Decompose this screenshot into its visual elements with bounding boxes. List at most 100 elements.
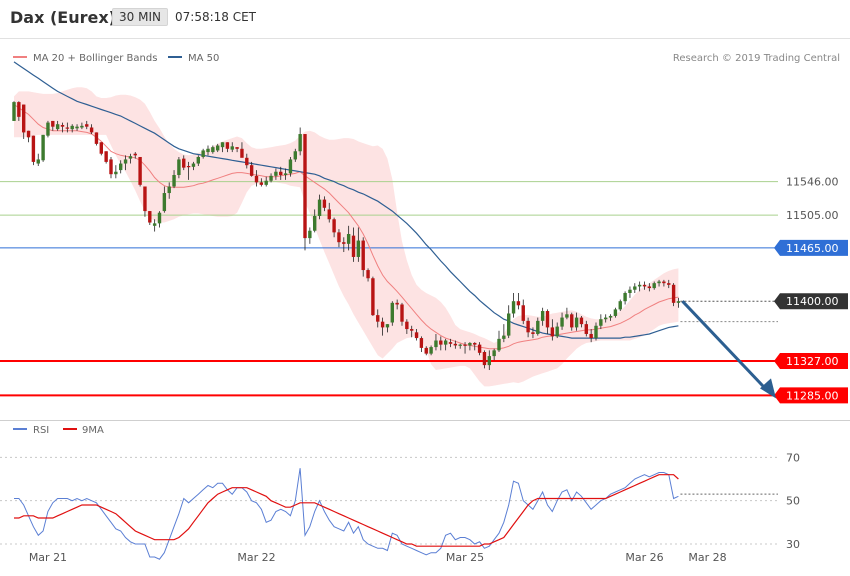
candle-body	[419, 338, 424, 348]
x-tick-label: Mar 22	[237, 551, 275, 564]
candle-body	[240, 148, 244, 158]
interval-selector[interactable]: 30 MIN	[112, 8, 168, 26]
candle-body	[94, 132, 99, 144]
candle-body	[36, 159, 40, 164]
candle-body	[477, 344, 482, 353]
candle-body	[308, 230, 312, 239]
candle-body	[104, 151, 108, 162]
candle-body	[526, 320, 530, 333]
candle-body	[443, 340, 448, 345]
ma20-legend-label: MA 20 + Bollinger Bands	[33, 53, 157, 64]
x-tick-label: Mar 25	[446, 551, 484, 564]
candle-body	[376, 315, 380, 322]
candle-body	[424, 347, 428, 354]
candle-body	[128, 156, 133, 159]
candle-body	[220, 142, 225, 148]
level-label: 11285.00	[786, 389, 839, 402]
candle-body	[536, 320, 540, 334]
candle-body	[65, 127, 70, 129]
candle-body	[652, 283, 656, 289]
candle-body	[46, 122, 50, 136]
ma50-line	[13, 61, 679, 339]
candle-body	[172, 175, 176, 187]
candle-body	[148, 211, 152, 223]
candle-body	[12, 102, 16, 121]
candle-body	[167, 186, 171, 194]
legend: MA 20 + Bollinger Bands MA 50 Research ©…	[13, 53, 840, 436]
candle-body	[206, 148, 210, 153]
candle-body	[259, 182, 264, 185]
candle-body	[390, 302, 394, 323]
price-panel: 11546.00 11505.00 11465.00 11400.00 11327.00…	[0, 61, 850, 421]
candle-body	[152, 223, 157, 226]
candle-body	[594, 325, 598, 339]
candle-body	[351, 235, 356, 257]
candle-body	[109, 159, 113, 175]
candle-body	[439, 340, 443, 345]
candle-body	[342, 242, 346, 244]
candle-body	[516, 301, 521, 306]
candle-body	[119, 163, 123, 171]
candle-body	[249, 165, 254, 176]
candle-body	[473, 342, 477, 345]
candle-body	[60, 125, 65, 127]
candle-body	[623, 293, 627, 302]
candle-body	[453, 343, 458, 346]
candle-body	[550, 327, 555, 337]
candle-body	[531, 332, 535, 334]
candle-body	[288, 159, 293, 174]
candle-body	[201, 150, 205, 157]
candle-body	[196, 156, 200, 164]
candle-body	[346, 234, 351, 244]
x-tick-label: Mar 26	[625, 551, 663, 564]
candle-body	[157, 212, 162, 224]
bollinger-band	[14, 87, 679, 387]
candle-body	[584, 324, 588, 334]
rsi-line	[14, 468, 679, 560]
candle-body	[254, 175, 259, 183]
candle-body	[667, 283, 671, 285]
rsi-ma-line	[14, 474, 679, 547]
candle-body	[114, 171, 118, 175]
candle-body	[511, 301, 516, 314]
rsi-tick-label: 50	[786, 495, 800, 508]
candle-body	[458, 344, 462, 346]
candle-body	[487, 356, 491, 366]
candle-body	[225, 142, 230, 149]
candle-body	[317, 199, 322, 216]
candle-body	[274, 171, 278, 176]
candle-body	[633, 286, 637, 290]
candle-body	[138, 156, 142, 185]
candle-body	[448, 342, 453, 344]
ma20-line	[13, 104, 679, 350]
candle-body	[482, 351, 487, 366]
candle-body	[395, 302, 399, 305]
rsi-panel: Mar 21 Mar 22 Mar 25 Mar 26 Mar 28 30 50 70	[0, 451, 800, 564]
candle-body	[647, 286, 652, 289]
candle-body	[283, 173, 288, 176]
candle-body	[26, 130, 31, 138]
candle-body	[507, 313, 511, 336]
candle-body	[41, 134, 45, 161]
level-tag	[774, 293, 848, 310]
candle-body	[492, 350, 496, 357]
candle-body	[230, 146, 234, 150]
candle-body	[405, 321, 409, 330]
candle-body	[657, 281, 661, 284]
candle-body	[676, 301, 681, 303]
candle-body	[400, 304, 404, 322]
candle-body	[51, 120, 55, 127]
x-tick-label: Mar 28	[688, 551, 726, 564]
copyright-text: Research © 2019 Trading Central	[673, 53, 840, 64]
candle-body	[269, 175, 273, 181]
candle-body	[361, 240, 365, 271]
level-label: 11465.00	[786, 242, 839, 255]
candle-body	[17, 102, 21, 117]
candle-body	[80, 125, 84, 128]
candle-body	[337, 232, 341, 243]
candle-body	[468, 342, 472, 346]
candle-body	[371, 278, 375, 316]
candle-body	[322, 199, 327, 208]
candle-body	[332, 219, 336, 233]
